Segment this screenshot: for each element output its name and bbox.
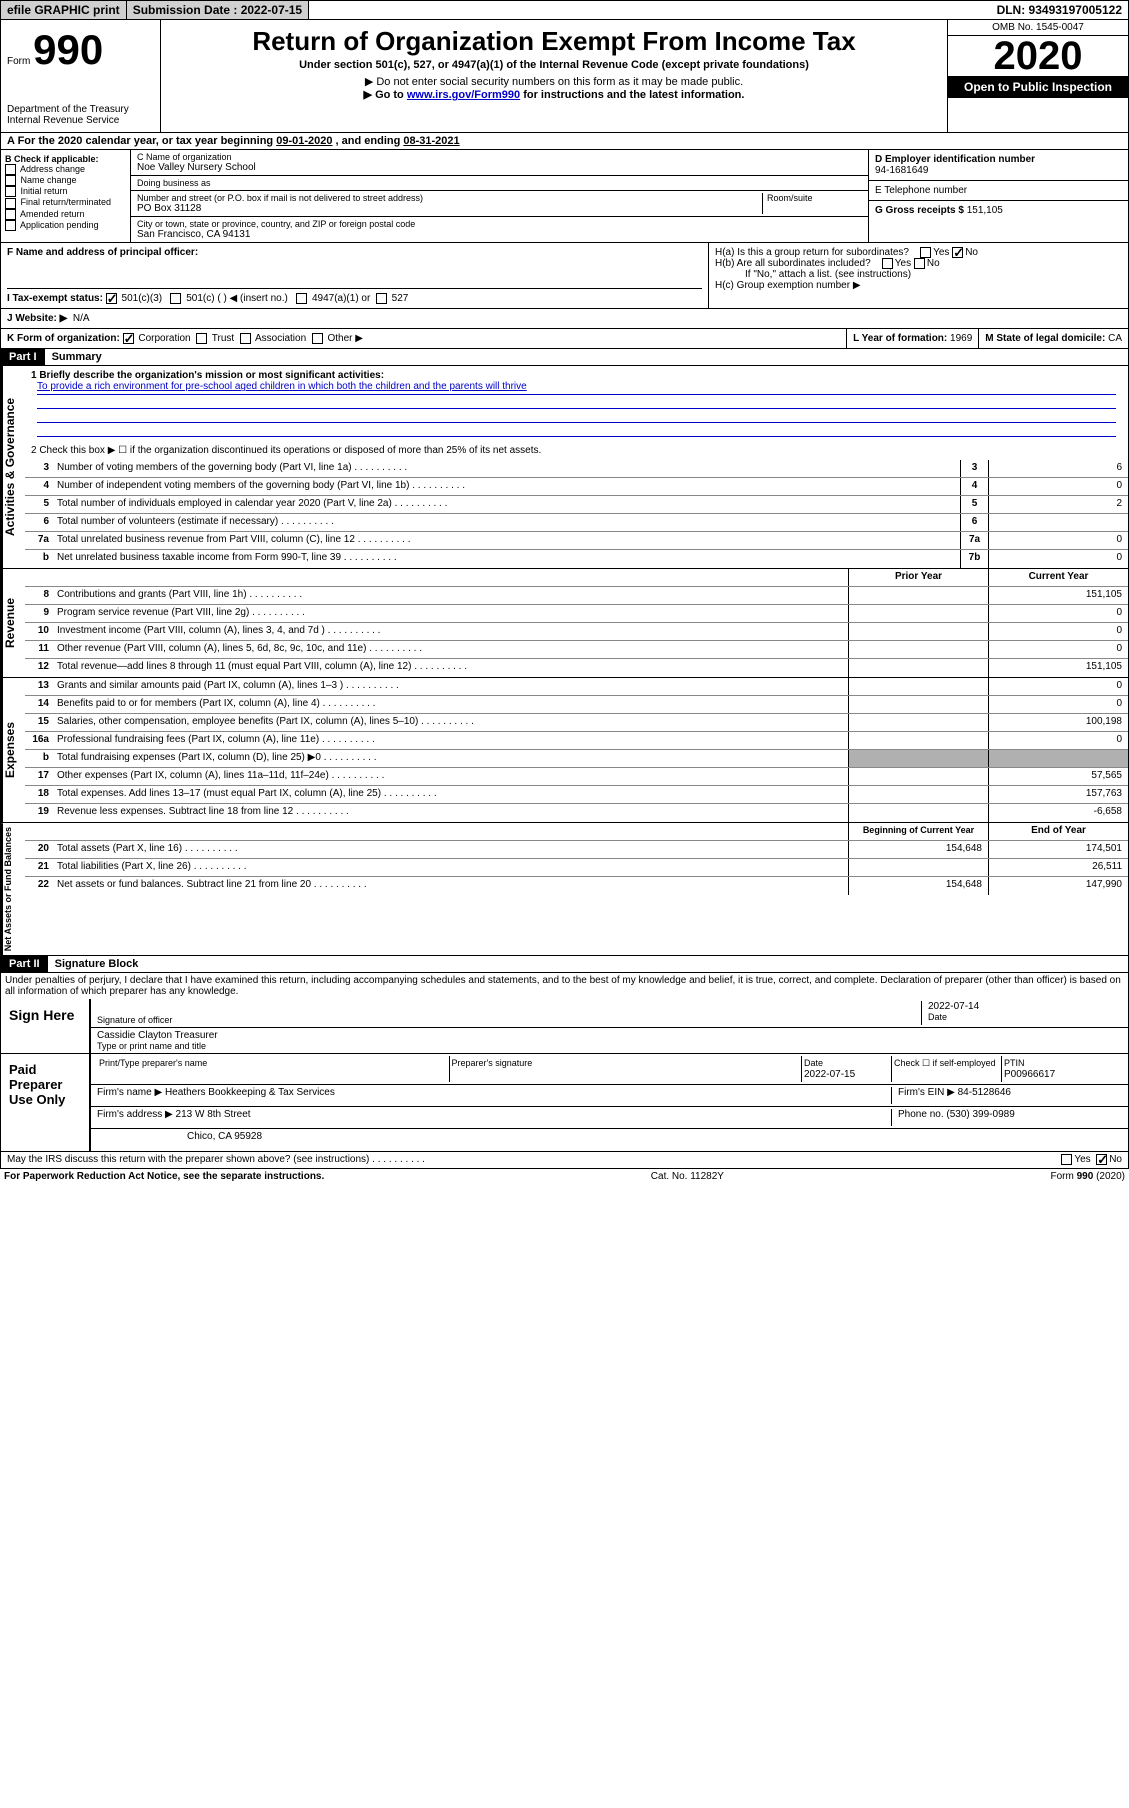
signer-name: Cassidie Clayton Treasurer bbox=[97, 1030, 1122, 1041]
year-formation: 1969 bbox=[950, 333, 972, 344]
firm-ein: 84-5128646 bbox=[958, 1087, 1011, 1098]
street: PO Box 31128 bbox=[137, 203, 762, 214]
form-number: 990 bbox=[33, 26, 103, 73]
ein: 94-1681649 bbox=[875, 165, 1122, 176]
department: Department of the Treasury Internal Reve… bbox=[7, 104, 154, 126]
firm-name: Heathers Bookkeeping & Tax Services bbox=[165, 1087, 335, 1098]
expenses-section: Expenses 13Grants and similar amounts pa… bbox=[0, 678, 1129, 823]
note2: ▶ Go to www.irs.gov/Form990 for instruct… bbox=[165, 88, 943, 101]
website: N/A bbox=[73, 313, 90, 324]
form990-link[interactable]: www.irs.gov/Form990 bbox=[407, 89, 520, 101]
box-c: C Name of organization Noe Valley Nurser… bbox=[131, 150, 868, 242]
state-domicile: CA bbox=[1108, 333, 1122, 344]
org-name: Noe Valley Nursery School bbox=[137, 162, 862, 173]
city: San Francisco, CA 94131 bbox=[137, 229, 862, 240]
ptin: P00966617 bbox=[1004, 1069, 1055, 1080]
row-j: J Website: ▶ N/A bbox=[0, 309, 1129, 329]
form-title: Return of Organization Exempt From Incom… bbox=[165, 26, 943, 57]
part1-header: Part I Summary bbox=[0, 349, 1129, 366]
mission-text: To provide a rich environment for pre-sc… bbox=[37, 381, 527, 392]
row-klm: K Form of organization: Corporation Trus… bbox=[0, 329, 1129, 349]
header-info-block: B Check if applicable: Address change Na… bbox=[0, 150, 1129, 243]
declaration: Under penalties of perjury, I declare th… bbox=[0, 973, 1129, 999]
sign-block: Sign Here Signature of officer 2022-07-1… bbox=[0, 999, 1129, 1152]
firm-addr: 213 W 8th Street bbox=[176, 1109, 251, 1120]
form-footer: Form 990 (2020) bbox=[1051, 1171, 1125, 1182]
firm-addr2: Chico, CA 95928 bbox=[97, 1131, 892, 1149]
form-prefix: Form bbox=[7, 56, 30, 67]
period-end: 08-31-2021 bbox=[403, 135, 459, 147]
subtitle: Under section 501(c), 527, or 4947(a)(1)… bbox=[165, 59, 943, 71]
gross-receipts: 151,105 bbox=[967, 205, 1003, 216]
box-deg: D Employer identification number 94-1681… bbox=[868, 150, 1128, 242]
sign-date: 2022-07-14 bbox=[928, 1001, 1122, 1012]
revenue-section: Revenue Prior Year Current Year 8Contrib… bbox=[0, 569, 1129, 678]
footer: For Paperwork Reduction Act Notice, see … bbox=[0, 1169, 1129, 1184]
period-begin: 09-01-2020 bbox=[276, 135, 332, 147]
part2-header: Part II Signature Block bbox=[0, 956, 1129, 973]
form-header: Form 990 Department of the Treasury Inte… bbox=[0, 20, 1129, 133]
open-inspection: Open to Public Inspection bbox=[948, 76, 1128, 98]
top-bar: efile GRAPHIC print Submission Date : 20… bbox=[0, 0, 1129, 20]
governance-section: Activities & Governance 1 Briefly descri… bbox=[0, 366, 1129, 569]
discuss-row: May the IRS discuss this return with the… bbox=[0, 1152, 1129, 1168]
tax-year: 2020 bbox=[948, 36, 1128, 76]
dln: DLN: 93493197005122 bbox=[991, 1, 1128, 19]
note1: ▶ Do not enter social security numbers o… bbox=[165, 75, 943, 88]
box-fh: F Name and address of principal officer:… bbox=[0, 243, 1129, 309]
period-row: A For the 2020 calendar year, or tax yea… bbox=[0, 133, 1129, 150]
efile-btn[interactable]: efile GRAPHIC print bbox=[1, 1, 127, 19]
box-b: B Check if applicable: Address change Na… bbox=[1, 150, 131, 242]
submission-date: Submission Date : 2022-07-15 bbox=[127, 1, 309, 19]
netassets-section: Net Assets or Fund Balances Beginning of… bbox=[0, 823, 1129, 956]
prep-date: 2022-07-15 bbox=[804, 1069, 855, 1080]
firm-phone: (530) 399-0989 bbox=[946, 1109, 1014, 1120]
